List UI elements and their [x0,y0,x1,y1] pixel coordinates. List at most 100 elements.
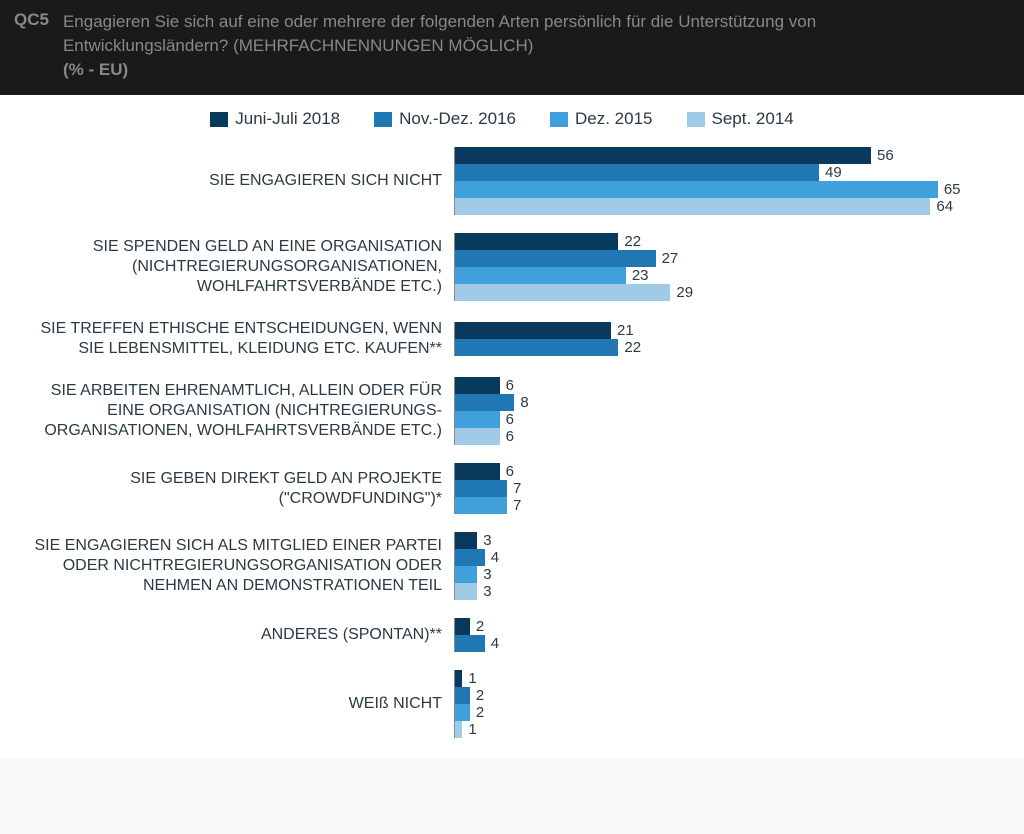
bar-line: 65 [455,181,990,198]
chart-row: WEIß NICHT1221 [14,670,990,738]
bar-value: 21 [617,322,634,339]
bar [455,704,470,721]
bar [455,181,938,198]
chart-row: SIE SPENDEN GELD AN EINE ORGANISATION (N… [14,233,990,301]
bar-line: 7 [455,480,990,497]
bar-line: 4 [455,635,990,652]
bar-group: 56 496564 [454,147,990,215]
chart-row: ANDERES (SPONTAN)**24 [14,618,990,652]
bar [455,583,477,600]
chart-row: SIE GEBEN DIREKT GELD AN PROJEKTE ("CROW… [14,463,990,514]
bar-line: 21 [455,322,990,339]
bar [455,721,462,738]
bar-value: 3 [483,583,491,600]
bar-value: 7 [513,480,521,497]
legend: Juni-Juli 2018 Nov.-Dez. 2016 Dez. 2015 Sep… [14,109,990,129]
legend-item: Juni-Juli 2018 [210,109,340,129]
bar-group: 2227 23 29 [454,233,990,301]
bar [455,198,930,215]
bar-value: 2 [476,687,484,704]
bar-line: 2 [455,618,990,635]
bar [455,322,611,339]
question-text: Engagieren Sie sich auf eine oder mehrer… [63,10,816,81]
bar-line: 3 [455,566,990,583]
chart-rows: SIE ENGAGIEREN SICH NICHT56496564SIE SPE… [14,147,990,738]
legend-swatch [687,112,705,127]
bar-line: 64 [455,198,990,215]
category-label: SIE ENGAGIEREN SICH NICHT [14,171,454,191]
chart-row: SIE TREFFEN ETHISCHE ENTSCHEIDUNGEN, WEN… [14,319,990,359]
bar-value: 27 [662,250,679,267]
bar-value: 1 [468,721,476,738]
bar-line: 22 [455,339,990,356]
bar [455,377,500,394]
chart-row: SIE ARBEITEN EHRENAMTLICH, ALLEIN ODER F… [14,377,990,445]
legend-label: Juni-Juli 2018 [235,109,340,129]
bar-value: 2 [476,618,484,635]
bar-value: 2 [476,704,484,721]
bar [455,618,470,635]
legend-item: Dez. 2015 [550,109,653,129]
category-label: SIE SPENDEN GELD AN EINE ORGANISATION (N… [14,237,454,297]
category-label: SIE ENGAGIEREN SICH ALS MITGLIED EINER P… [14,536,454,596]
bar-line: 6 [455,377,990,394]
bar-group: 6866 [454,377,990,445]
bar [455,339,618,356]
bar-value: 4 [491,635,499,652]
bar-line: 8 [455,394,990,411]
bar-value: 8 [520,394,528,411]
category-label: ANDERES (SPONTAN)** [14,625,454,645]
bar [455,670,462,687]
bar-line: 1 [455,721,990,738]
legend-item: Nov.-Dez. 2016 [374,109,516,129]
chart-container: Juni-Juli 2018 Nov.-Dez. 2016 Dez. 2015 Sep… [0,95,1024,758]
category-label: SIE ARBEITEN EHRENAMTLICH, ALLEIN ODER F… [14,381,454,441]
bar-line: 22 [455,233,990,250]
bar-value: 6 [506,411,514,428]
bar-group: 2122 [454,322,990,356]
bar-value: 7 [513,497,521,514]
bar-group: 1221 [454,670,990,738]
bar-group: 24 [454,618,990,652]
legend-label: Sept. 2014 [712,109,794,129]
bar [455,164,819,181]
bar-value: 4 [491,549,499,566]
bar [455,549,485,566]
bar-value: 6 [506,463,514,480]
bar [455,428,500,445]
bar [455,233,618,250]
legend-label: Dez. 2015 [575,109,653,129]
legend-swatch [374,112,392,127]
legend-item: Sept. 2014 [687,109,794,129]
bar-line: 6 [455,411,990,428]
bar-value: 49 [825,164,842,181]
bar-line: 29 [455,284,990,301]
bar-line: 7 [455,497,990,514]
chart-row: SIE ENGAGIEREN SICH ALS MITGLIED EINER P… [14,532,990,600]
bar [455,147,871,164]
bar [455,267,626,284]
bar-value: 3 [483,566,491,583]
bar-value: 23 [632,267,649,284]
bar-line: 4 [455,549,990,566]
bar [455,463,500,480]
bar-group: 3433 [454,532,990,600]
bar [455,635,485,652]
bar-value: 64 [936,198,953,215]
question-line2: Entwicklungsländern? (MEHRFACHNENNUNGEN … [63,36,533,55]
bar-line: 6 [455,428,990,445]
question-code: QC5 [14,10,49,81]
bar-value: 6 [506,428,514,445]
bar-value: 29 [676,284,693,301]
bar-line: 2 [455,687,990,704]
bar [455,394,514,411]
bar [455,480,507,497]
bar-line: 56 [455,147,990,164]
bar-line: 3 [455,532,990,549]
bar-value: 56 [877,147,894,164]
bar-line: 49 [455,164,990,181]
bar-value: 22 [624,339,641,356]
chart-row: SIE ENGAGIEREN SICH NICHT 56 496564 [14,147,990,215]
bar-value: 1 [468,670,476,687]
bar [455,532,477,549]
